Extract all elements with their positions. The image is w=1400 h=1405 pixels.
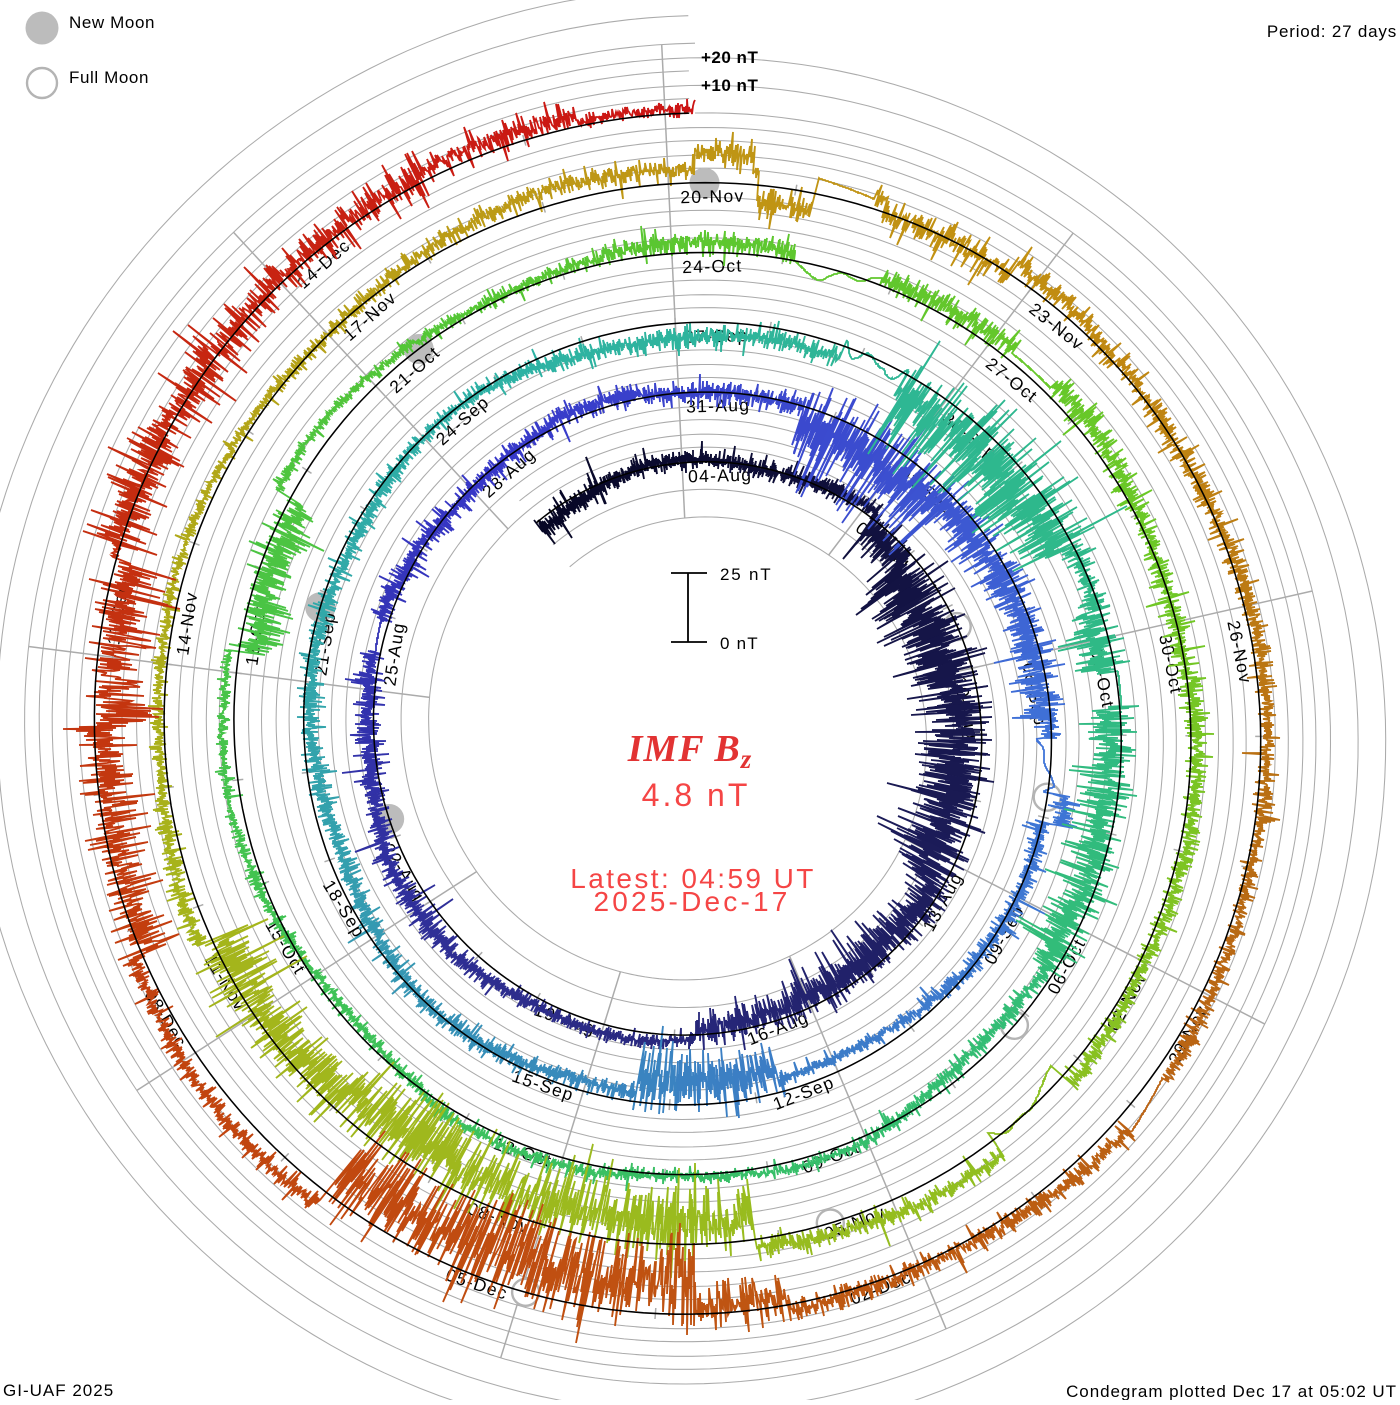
svg-text:Latest: 04:59 UT: Latest: 04:59 UT [570,863,815,894]
svg-text:GI-UAF 2025: GI-UAF 2025 [3,1381,114,1400]
svg-text:Condegram plotted Dec 17 at 05: Condegram plotted Dec 17 at 05:02 UT [1066,1382,1397,1400]
svg-text:+20 nT: +20 nT [701,48,758,67]
svg-text:IMF Bz: IMF Bz [627,728,753,774]
svg-text:Full Moon: Full Moon [69,68,149,87]
svg-text:Period: 27 days: Period: 27 days [1267,22,1397,41]
svg-text:24-Oct: 24-Oct [682,255,743,277]
svg-text:4.8 nT: 4.8 nT [642,777,751,813]
svg-text:+10 nT: +10 nT [701,76,758,95]
svg-text:0 nT: 0 nT [720,634,759,653]
svg-text:2025-Dec-17: 2025-Dec-17 [593,886,790,917]
svg-text:04-Aug: 04-Aug [688,465,753,487]
svg-text:25 nT: 25 nT [720,565,772,584]
svg-text:New Moon: New Moon [69,13,155,32]
svg-text:31-Aug: 31-Aug [686,395,751,417]
svg-text:20-Nov: 20-Nov [680,186,745,208]
